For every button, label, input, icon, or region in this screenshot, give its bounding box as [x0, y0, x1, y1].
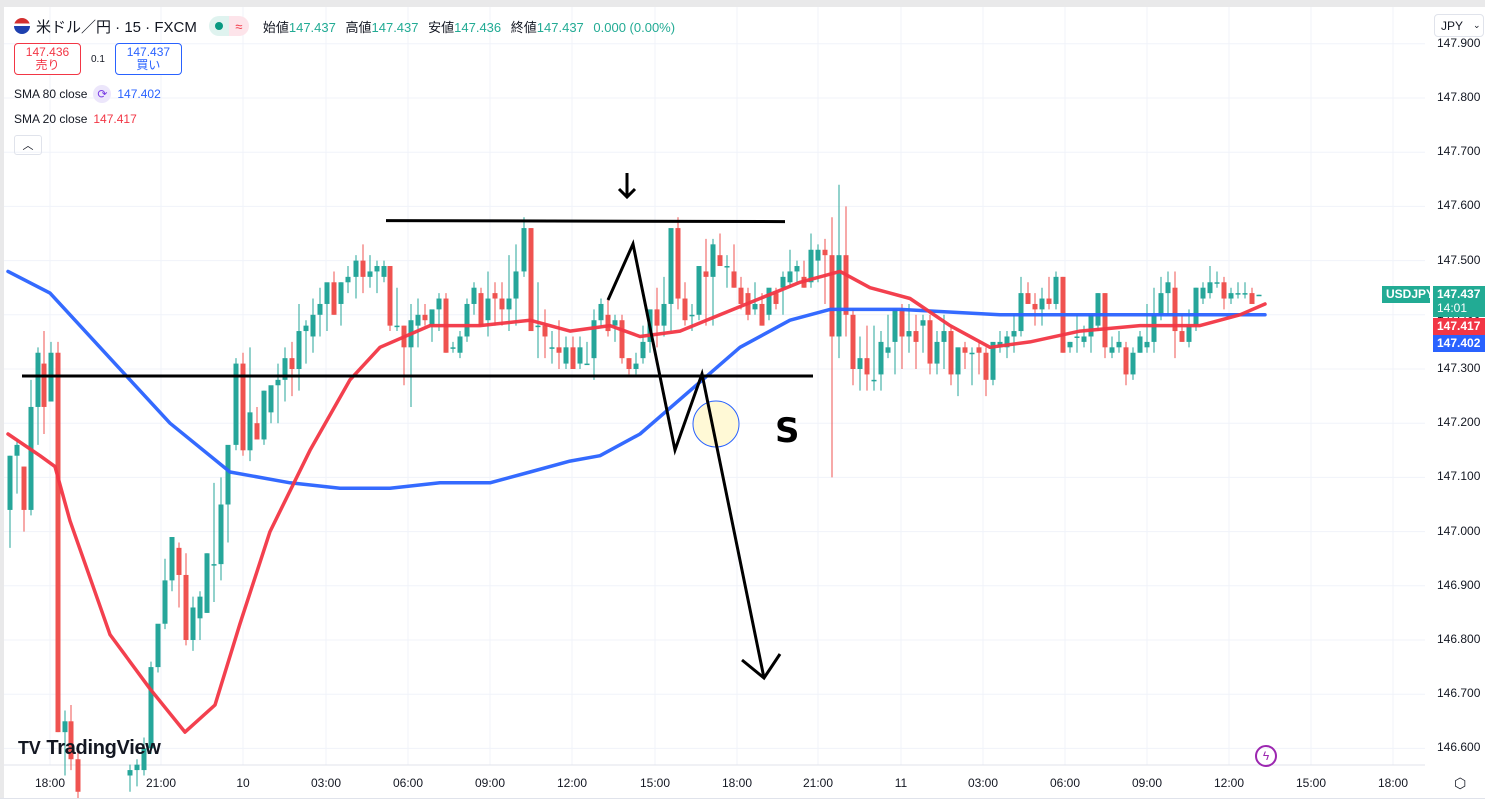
- buy-price: 147.437: [126, 45, 171, 59]
- sma80-value: 147.402: [117, 87, 161, 101]
- time-tick-label: 12:00: [1213, 776, 1245, 790]
- chevron-down-icon: ⌄: [1473, 20, 1481, 30]
- price-tick-label: 146.800: [1437, 632, 1481, 646]
- time-tick-label: 15:00: [639, 776, 671, 790]
- collapse-legend-button[interactable]: ︿: [14, 135, 42, 155]
- chart-legend: 米ドル／円 · 15 · FXCM ≈ 始値147.437 高値147.437 …: [14, 14, 675, 155]
- chart-settings-hexagon-icon[interactable]: ⬡: [1454, 775, 1467, 791]
- time-tick-label: 21:00: [145, 776, 177, 790]
- price-tick-label: 147.200: [1437, 415, 1481, 430]
- time-tick-label: 18:00: [1377, 776, 1409, 790]
- change-value: 0.000 (0.00%): [593, 19, 676, 35]
- top-border: [0, 0, 1485, 7]
- last-price-tag: 147.437 14:01: [1433, 286, 1485, 317]
- time-tick-label: 18:00: [34, 776, 66, 790]
- symbol-tag: USDJPY: [1382, 286, 1434, 303]
- sell-button[interactable]: 147.436 売り: [14, 43, 81, 75]
- indicator-sma20[interactable]: SMA 20 close 147.417: [14, 112, 137, 126]
- sell-price: 147.436: [25, 45, 70, 59]
- price-tick-label: 147.100: [1437, 469, 1481, 484]
- price-tick-label: 147.900: [1437, 35, 1481, 50]
- last-price: 147.437: [1437, 287, 1481, 301]
- indicator-sma80[interactable]: SMA 80 close ⟳ 147.402: [14, 85, 161, 103]
- user-drawings: S: [22, 173, 813, 681]
- bottom-panel-border: [0, 798, 1485, 810]
- time-tick-label: 15:00: [1295, 776, 1327, 790]
- high-value: 147.437: [371, 19, 419, 35]
- price-tick-label: 147.500: [1437, 252, 1481, 267]
- usd-jpy-flag-icon: [14, 18, 30, 34]
- loading-refresh-icon: ⟳: [93, 85, 112, 103]
- low-value: 147.436: [454, 19, 502, 35]
- time-tick-label: 03:00: [967, 776, 999, 790]
- price-tick-label: 147.700: [1437, 144, 1481, 159]
- price-tick-label: 146.600: [1437, 740, 1481, 755]
- tradingview-mark-icon: TV: [18, 738, 41, 758]
- sell-label: 売り: [35, 58, 60, 72]
- price-tick-label: 146.900: [1437, 577, 1481, 592]
- left-border: [0, 7, 4, 809]
- market-status-pill[interactable]: ≈: [208, 16, 249, 36]
- price-tick-label: 147.800: [1437, 90, 1481, 104]
- time-tick-label: 10: [236, 776, 250, 790]
- price-tick-label: 146.700: [1437, 686, 1481, 701]
- delayed-approx-icon: ≈: [228, 16, 249, 36]
- market-open-dot-icon: [208, 16, 229, 36]
- close-value: 147.437: [536, 19, 584, 35]
- tradingview-logo[interactable]: TV TradingView: [18, 737, 161, 759]
- time-tick-label: 12:00: [556, 776, 588, 790]
- price-tick-label: 147.300: [1437, 361, 1481, 375]
- time-tick-label: 09:00: [474, 776, 506, 790]
- time-tick-label: 03:00: [310, 776, 342, 790]
- time-tick-label: 06:00: [1049, 776, 1081, 790]
- spread-value: 0.1: [91, 53, 105, 65]
- open-value: 147.437: [288, 19, 336, 35]
- price-tick-label: 147.000: [1437, 523, 1481, 538]
- price-tick-label: 147.600: [1437, 198, 1481, 213]
- lightning-event-icon[interactable]: ϟ: [1255, 745, 1277, 767]
- time-tick-label: 21:00: [802, 776, 834, 790]
- chevron-up-icon: ︿: [22, 140, 34, 152]
- candlestick-series: [7, 184, 1262, 803]
- ohlc-values: 始値147.437 高値147.437 安値147.436 終値147.437 …: [262, 19, 676, 35]
- buy-label: 買い: [136, 58, 161, 72]
- bar-countdown: 14:01: [1437, 301, 1468, 315]
- buy-button[interactable]: 147.437 買い: [114, 43, 182, 75]
- moving-average-lines: [6, 269, 1267, 734]
- time-tick-label: 18:00: [721, 776, 753, 790]
- time-tick-label: 11: [894, 776, 908, 790]
- time-tick-label: 09:00: [1131, 776, 1163, 790]
- sma80-price-tag: 147.402: [1433, 335, 1485, 352]
- annotation-label-s: S: [775, 411, 800, 451]
- time-tick-label: 06:00: [392, 776, 424, 790]
- symbol-title[interactable]: 米ドル／円 · 15 · FXCM: [36, 18, 197, 36]
- sma20-price-tag: 147.417: [1433, 318, 1485, 335]
- sma20-value: 147.417: [93, 112, 137, 126]
- currency-selector[interactable]: JPY ⌄: [1434, 14, 1484, 37]
